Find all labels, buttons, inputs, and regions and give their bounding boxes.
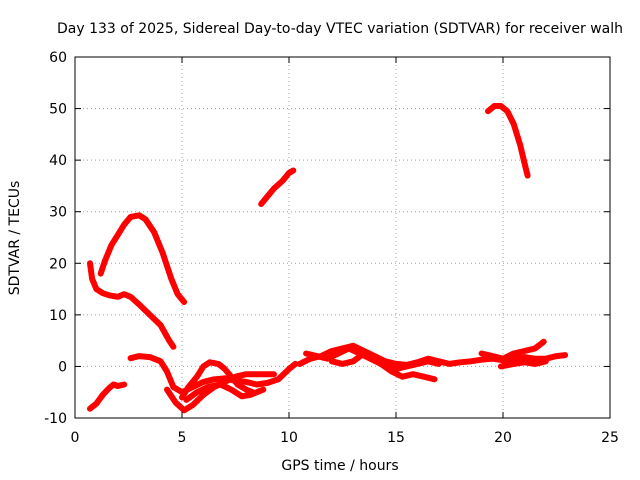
x-tick-label: 0 — [71, 430, 80, 446]
y-tick-label: 20 — [49, 256, 67, 272]
series-arc-6 — [179, 359, 256, 401]
chart-title: Day 133 of 2025, Sidereal Day-to-day VTE… — [57, 21, 623, 37]
y-tick-label: 10 — [49, 308, 67, 324]
y-axis-title: SDTVAR / TECUs — [7, 181, 23, 296]
y-tick-label: -10 — [44, 411, 67, 427]
x-axis-title: GPS time / hours — [281, 458, 398, 474]
series-arc-1 — [87, 381, 128, 412]
series-arc-8 — [258, 167, 297, 207]
series-arc-14 — [485, 103, 531, 179]
series-arc-2 — [87, 260, 177, 350]
plot-frame — [74, 56, 611, 419]
x-tick-label: 10 — [280, 430, 298, 446]
series-arc-13 — [497, 358, 549, 370]
x-tick-label: 20 — [494, 430, 512, 446]
y-tick-labels: -10 0 10 20 30 40 50 60 — [44, 50, 67, 427]
series-arc-7 — [183, 381, 267, 403]
y-tick-label: 0 — [58, 359, 67, 375]
y-tick-label: 60 — [49, 50, 67, 66]
x-tick-labels: 0 5 10 15 20 25 — [71, 430, 619, 446]
series-arc-3 — [97, 212, 188, 305]
y-tick-label: 30 — [49, 205, 67, 221]
axis-ticks — [74, 56, 611, 419]
series-arc-12 — [478, 338, 547, 362]
series-layer — [87, 103, 569, 414]
series-arc-4 — [127, 353, 299, 396]
x-tick-label: 15 — [387, 430, 405, 446]
y-tick-label: 40 — [49, 153, 67, 169]
x-tick-label: 25 — [601, 430, 619, 446]
series-arc-11 — [328, 350, 442, 372]
x-tick-label: 5 — [178, 430, 187, 446]
y-tick-label: 50 — [49, 102, 67, 118]
